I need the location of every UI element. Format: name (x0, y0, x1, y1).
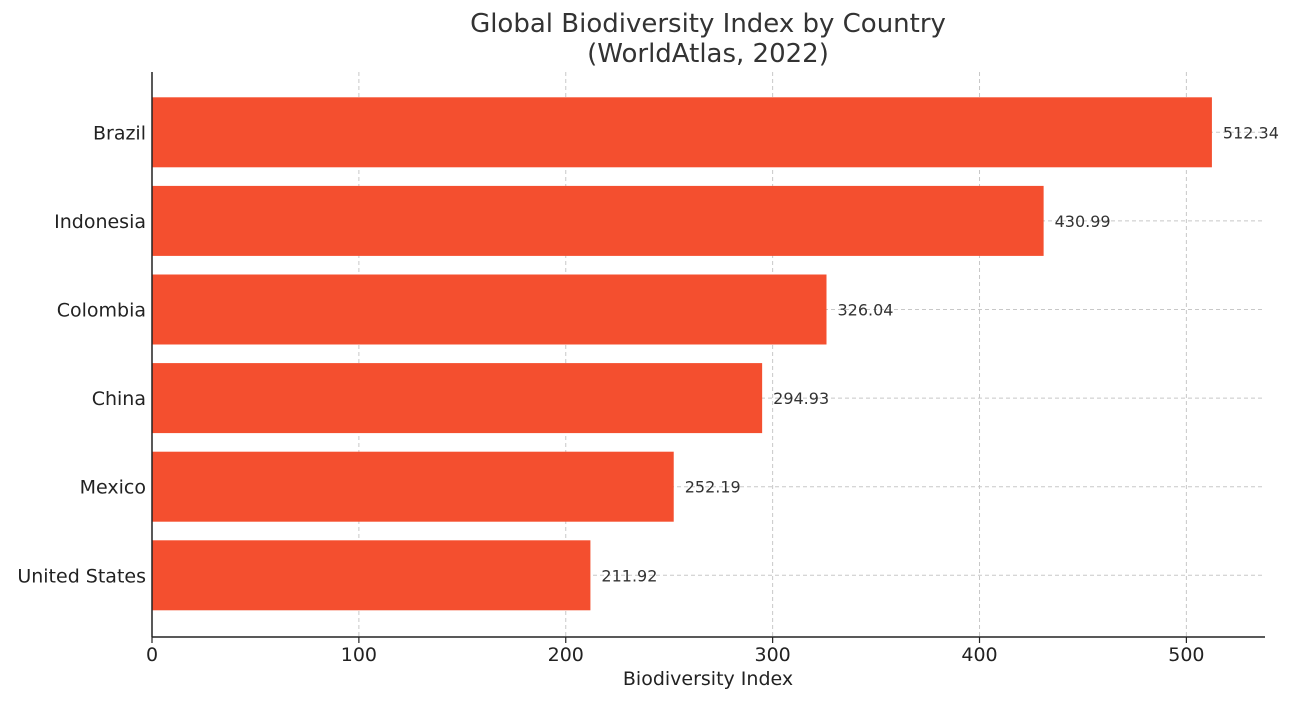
data-label: 430.99 (1055, 212, 1111, 231)
axes: Brazil Indonesia Colombia China Mexico United… (17, 72, 1265, 666)
y-tick-label: China (92, 388, 146, 410)
x-tick-label: 500 (1168, 644, 1204, 666)
data-label: 211.92 (601, 566, 657, 585)
bar-brazil (152, 97, 1212, 168)
x-tick-label: 400 (961, 644, 997, 666)
bar-united-states (152, 540, 591, 611)
bar-china (152, 363, 763, 434)
data-label: 252.19 (685, 478, 741, 497)
y-tick-label: United States (17, 565, 146, 587)
data-label: 294.93 (773, 389, 829, 408)
x-tick-label: 200 (548, 644, 584, 666)
x-tick-label: 100 (341, 644, 377, 666)
chart-title-line-2: (WorldAtlas, 2022) (587, 39, 829, 69)
x-tick-label: 0 (146, 644, 158, 666)
bar-mexico (152, 451, 674, 522)
data-label: 326.04 (838, 301, 894, 320)
bar-colombia (152, 274, 827, 345)
y-tick-label: Colombia (57, 300, 146, 322)
data-label: 512.34 (1223, 123, 1279, 142)
y-tick-label: Mexico (80, 477, 146, 499)
y-tick-label: Indonesia (54, 211, 146, 233)
x-axis-title: Biodiversity Index (623, 668, 793, 690)
y-tick-label: Brazil (93, 122, 146, 144)
bars: 512.34 430.99 326.04 294.93 252.19 211.92 (152, 97, 1279, 611)
bar-indonesia (152, 185, 1044, 256)
chart-title-line-1: Global Biodiversity Index by Country (470, 9, 946, 39)
x-tick-label: 300 (754, 644, 790, 666)
